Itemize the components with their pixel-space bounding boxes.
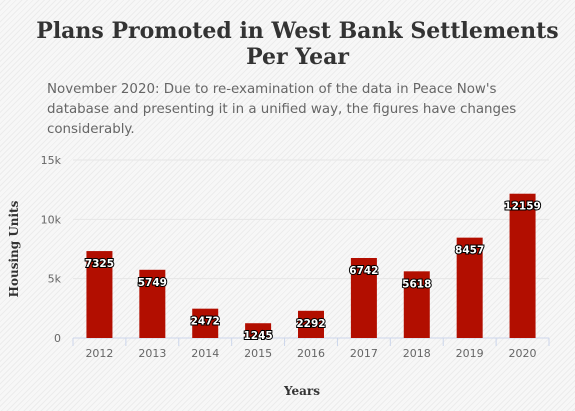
y-tick-label: 5k (48, 273, 62, 286)
bar (403, 271, 430, 338)
x-tick-label: 2014 (191, 347, 219, 360)
data-label: 5618 (402, 278, 431, 290)
bars (86, 193, 536, 338)
x-tick-label: 2018 (403, 347, 431, 360)
data-label: 12159 (504, 201, 541, 213)
data-labels: 7325 5749 2472 1245 2292 6742 5618 8457 12159 (84, 200, 542, 344)
axis-ticks: 0 5k 10k 15k 2012 2013 2014 2015 2016 2017 2018 201… (41, 154, 550, 360)
chart-subtitle: November 2020: Due to re-examination of … (47, 82, 517, 137)
bar (86, 251, 113, 338)
x-tick-label: 2015 (244, 347, 272, 360)
y-tick-label: 10k (41, 213, 62, 226)
chart-title: Plans Promoted in West Bank Settlements … (36, 18, 559, 70)
bar (192, 308, 219, 338)
x-tick-label: 2020 (509, 347, 537, 360)
bar (509, 193, 536, 338)
data-label: 1245 (243, 330, 272, 342)
x-axis-title: Years (283, 384, 320, 398)
y-tick-label: 0 (54, 332, 61, 345)
x-tick-label: 2012 (85, 347, 113, 360)
x-tick-label: 2019 (456, 347, 484, 360)
bar (298, 310, 324, 338)
bar (456, 237, 483, 338)
bar (350, 257, 377, 338)
x-tick-label: 2017 (350, 347, 378, 360)
bar (139, 269, 166, 338)
bar (245, 323, 272, 338)
data-label: 6742 (349, 265, 378, 277)
x-tick-label: 2013 (138, 347, 166, 360)
data-label: 2472 (191, 316, 220, 328)
data-label: 7325 (85, 258, 114, 270)
data-label: 8457 (455, 245, 484, 257)
y-axis-title: Housing Units (7, 200, 21, 297)
data-label: 5749 (138, 277, 167, 289)
data-label: 2292 (296, 318, 325, 330)
y-tick-label: 15k (41, 154, 62, 167)
x-tick-label: 2016 (297, 347, 325, 360)
